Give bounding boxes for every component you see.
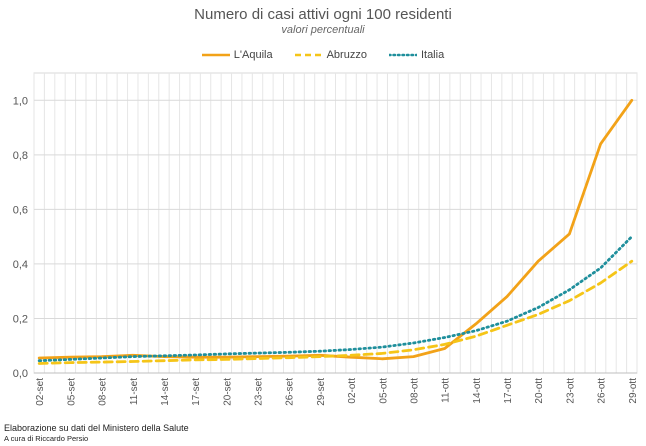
x-tick-label: 02-ott (347, 378, 358, 404)
x-tick-label: 11-ott (441, 378, 452, 403)
legend-item-italia: Italia (388, 49, 445, 61)
legend-swatch-abruzzo (294, 53, 323, 57)
x-tick-label: 02-set (35, 378, 46, 406)
x-tick-label: 17-ott (503, 378, 514, 404)
legend-item-laquila: L'Aquila (201, 49, 273, 61)
x-tick-label: 14-set (160, 378, 171, 406)
legend-item-abruzzo: Abruzzo (294, 49, 367, 61)
legend-swatch-laquila (201, 53, 230, 57)
x-tick-label: 26-ott (597, 378, 608, 404)
x-tick-label: 14-ott (472, 378, 483, 404)
y-tick-label: 0,8 (13, 150, 28, 162)
x-tick-label: 05-ott (378, 378, 389, 404)
x-tick-label: 20-set (222, 378, 233, 406)
chart-subtitle: valori percentuali (281, 24, 365, 36)
x-tick-label: 17-set (191, 378, 202, 406)
legend-label-abruzzo: Abruzzo (326, 49, 367, 61)
y-tick-label: 0,4 (13, 259, 28, 271)
x-tick-label: 29-set (316, 378, 327, 406)
y-tick-label: 0,0 (13, 368, 28, 380)
chart-legend: L'Aquila Abruzzo Italia (0, 49, 646, 61)
x-tick-label: 26-set (285, 378, 296, 406)
legend-swatch-italia (388, 53, 417, 57)
x-tick-label: 29-ott (628, 378, 639, 404)
x-tick-label: 08-ott (409, 378, 420, 404)
series-line-2 (37, 235, 634, 363)
x-tick-label: 08-set (98, 378, 109, 406)
legend-label-italia: Italia (420, 49, 445, 61)
x-tick-label: 23-ott (565, 378, 576, 404)
series-line-1 (37, 259, 634, 365)
line-chart: 0,0 0,2 0,4 0,6 0,8 1,0 02-set 05-set 08-set 11-s… (13, 72, 639, 406)
x-tick-label: 23-set (254, 378, 265, 406)
series-line-0 (37, 98, 634, 361)
y-tick-label: 0,2 (13, 313, 28, 325)
x-tick-label: 20-ott (534, 378, 545, 404)
x-tick-label: 11-set (129, 378, 140, 405)
y-tick-label: 0,6 (13, 204, 28, 216)
x-tick-label: 05-set (66, 378, 77, 406)
footer-author: A cura di Riccardo Persio (4, 434, 89, 443)
legend-label-laquila: L'Aquila (233, 49, 273, 61)
footer-source: Elaborazione su dati del Ministero della… (4, 423, 189, 433)
chart-title: Numero di casi attivi ogni 100 residenti (194, 6, 452, 23)
y-tick-label: 1,0 (13, 95, 28, 107)
